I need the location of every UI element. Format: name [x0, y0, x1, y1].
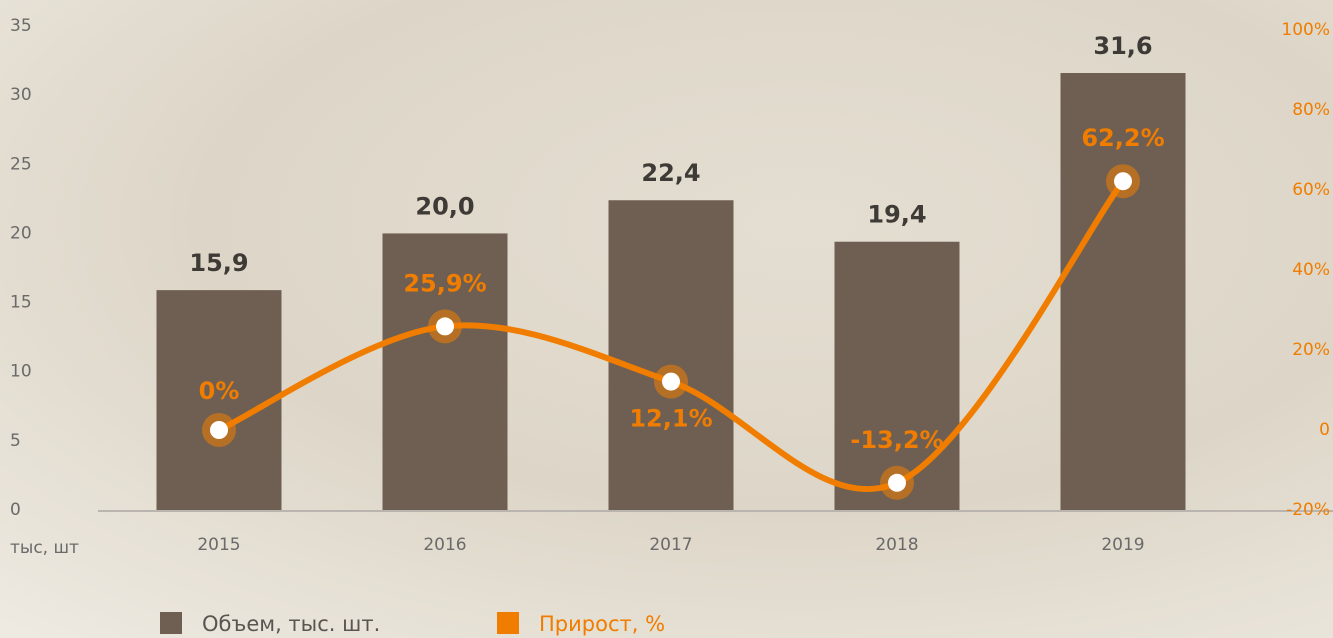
y2-tick-label: 60%: [1292, 180, 1330, 200]
legend-label: Объем, тыс. шт.: [202, 612, 380, 636]
legend-swatch: [497, 612, 519, 634]
line-value-label: 25,9%: [403, 269, 486, 297]
y2-tick-label: 80%: [1292, 100, 1330, 120]
y2-tick-label: -20%: [1286, 500, 1330, 520]
y-tick-label: 30: [10, 85, 32, 105]
y-tick-label: 20: [10, 223, 32, 243]
bar: [834, 241, 960, 510]
bar: [156, 290, 282, 510]
bar-value-label: 31,6: [1093, 32, 1152, 60]
bar-value-label: 22,4: [641, 159, 700, 187]
bar-value-label: 15,9: [189, 249, 248, 277]
y-tick-label: 25: [10, 154, 32, 174]
y-tick-label: 15: [10, 293, 32, 313]
bar: [608, 200, 734, 511]
x-tick-label: 2017: [649, 535, 692, 555]
marker: [210, 421, 228, 439]
marker: [1114, 172, 1132, 191]
bar-value-label: 19,4: [867, 201, 926, 229]
line-value-label: 12,1%: [629, 405, 712, 433]
line: [217, 179, 1126, 492]
y2-tick-label: 20%: [1292, 340, 1330, 360]
x-tick-label: 2016: [423, 535, 466, 555]
y2-tick-label: 40%: [1292, 260, 1330, 280]
marker: [888, 473, 906, 492]
bar-value-label: 20,0: [415, 192, 474, 220]
y-axis-label: тыс, шт: [10, 538, 79, 558]
legend-swatch: [160, 612, 182, 634]
x-tick-label: 2015: [197, 535, 240, 555]
bar: [382, 233, 508, 510]
marker: [662, 372, 680, 391]
line-value-label: 62,2%: [1081, 124, 1164, 152]
x-tick-label: 2019: [1101, 535, 1144, 555]
marker: [436, 317, 454, 336]
line-value-label: -13,2%: [850, 426, 943, 454]
y-tick-label: 5: [10, 431, 21, 451]
legend-label: Прирост, %: [539, 612, 665, 636]
y2-tick-label: 0: [1319, 420, 1330, 440]
x-tick-label: 2018: [875, 535, 918, 555]
y-tick-label: 0: [10, 500, 21, 520]
y-tick-label: 10: [10, 362, 32, 382]
y-tick-label: 35: [10, 16, 32, 36]
bar: [1060, 73, 1186, 510]
line-value-label: 0%: [199, 377, 240, 405]
y2-tick-label: 100%: [1281, 20, 1330, 40]
